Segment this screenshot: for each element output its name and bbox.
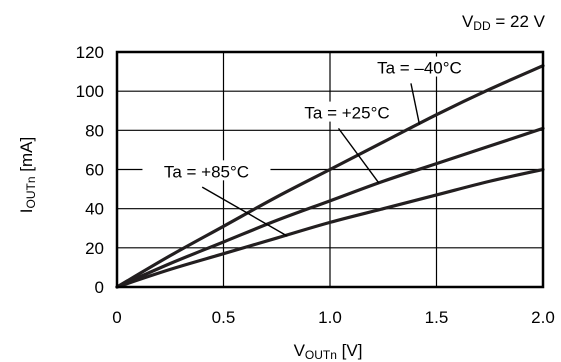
curve-label-background [283, 101, 412, 122]
x-tick-label: 0.5 [212, 308, 236, 327]
leader-line [201, 186, 288, 237]
leader-line [410, 83, 421, 125]
y-axis-label: IOUTn [mA] [17, 137, 38, 213]
x-tick-label: 1.0 [318, 308, 342, 327]
x-tick-label: 0 [112, 308, 121, 327]
y-tick-label: 100 [76, 82, 104, 101]
y-tick-label: 20 [85, 239, 104, 258]
x-tick-labels: 0 0.5 1.0 1.5 2.0 [112, 308, 555, 327]
x-tick-label: 1.5 [425, 308, 449, 327]
curve-label-85c: Ta = +85°C [164, 162, 249, 181]
label-leader-lines [201, 83, 421, 237]
y-tick-label: 80 [85, 121, 104, 140]
series-line-25c [115, 126, 545, 289]
series-line-minus40c [115, 64, 545, 289]
leader-line [337, 127, 380, 184]
y-tick-label: 40 [85, 200, 104, 219]
curve-label-background [355, 56, 484, 77]
curve-label-25c: Ta = +25°C [304, 104, 389, 123]
curve-label-minus40c: Ta = –40°C [377, 59, 462, 78]
curve-label-background [142, 160, 271, 181]
series-line-85c [115, 167, 545, 289]
x-tick-label: 2.0 [531, 308, 555, 327]
y-tick-labels: 0 20 40 60 80 100 120 [76, 43, 104, 297]
condition-label: VDD = 22 V [462, 12, 546, 33]
y-tick-label: 120 [76, 43, 104, 62]
y-tick-label: 0 [95, 278, 104, 297]
x-axis-label: VOUTn [V] [294, 341, 363, 362]
plot-frame [115, 50, 545, 289]
y-tick-label: 60 [85, 161, 104, 180]
curve-labels: Ta = –40°C Ta = +25°C Ta = +85°C [142, 56, 484, 181]
series-curves [115, 64, 545, 289]
